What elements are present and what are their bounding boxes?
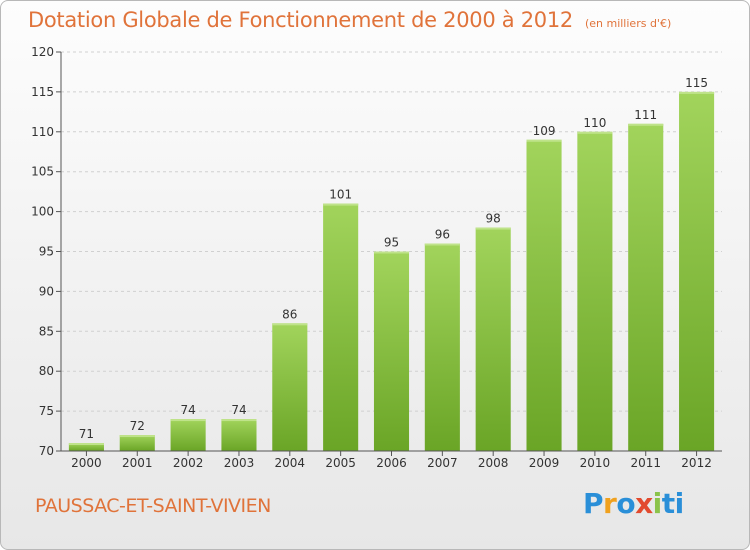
bar-2012 <box>679 91 715 452</box>
bar-2008 <box>475 227 511 451</box>
data-label: 101 <box>329 188 352 202</box>
bar-highlight <box>272 323 308 326</box>
chart-title: Dotation Globale de Fonctionnement de 20… <box>28 8 671 32</box>
bar-2000 <box>68 443 104 451</box>
data-label: 109 <box>533 124 556 138</box>
proxiti-logo: Proxiti <box>583 487 684 520</box>
bar-highlight <box>68 443 104 446</box>
x-tick-label: 2010 <box>580 456 611 470</box>
x-tick-label: 2006 <box>376 456 407 470</box>
logo-letter: i <box>674 487 685 520</box>
bar-highlight <box>221 419 257 422</box>
x-tick-label: 2002 <box>173 456 204 470</box>
y-tick-label: 95 <box>39 245 54 259</box>
bar-2006 <box>373 251 410 451</box>
bar-highlight <box>526 139 562 142</box>
bar-highlight <box>373 251 410 254</box>
data-label: 86 <box>282 307 297 321</box>
logo-letter: i <box>652 487 663 520</box>
bar-2001 <box>119 435 155 451</box>
data-label: 71 <box>79 427 94 441</box>
data-label: 115 <box>685 76 708 90</box>
bar-2010 <box>577 131 613 452</box>
data-label: 98 <box>486 212 501 226</box>
bar-2003 <box>221 419 257 451</box>
y-tick-label: 90 <box>39 284 54 298</box>
y-tick-label: 105 <box>31 165 54 179</box>
y-tick-label: 120 <box>31 45 54 59</box>
data-label: 96 <box>435 228 450 242</box>
chart-title-text: Dotation Globale de Fonctionnement de 20… <box>28 8 573 32</box>
commune-name: PAUSSAC-ET-SAINT-VIVIEN <box>35 495 271 517</box>
bar-highlight <box>577 131 613 134</box>
bar-highlight <box>119 435 155 438</box>
logo-letter: t <box>661 487 675 520</box>
data-label: 111 <box>634 108 657 122</box>
x-tick-label: 2003 <box>224 456 255 470</box>
x-tick-label: 2005 <box>325 456 356 470</box>
data-label: 74 <box>231 403 246 417</box>
logo-letter: P <box>583 487 604 520</box>
y-tick-label: 115 <box>31 85 54 99</box>
y-tick-label: 110 <box>31 125 54 139</box>
bar-2009 <box>526 139 562 451</box>
y-tick-label: 75 <box>39 404 54 418</box>
data-label: 72 <box>130 419 145 433</box>
y-tick-label: 70 <box>39 444 54 458</box>
x-tick-label: 2012 <box>681 456 712 470</box>
axes: 70 75 80 85 90 95 100 105 110 115 120 2000 2001 2002 2… <box>31 45 722 470</box>
bar-highlight <box>170 419 206 422</box>
x-tick-label: 2001 <box>122 456 153 470</box>
x-tick-label: 2004 <box>275 456 306 470</box>
bar-2007 <box>424 243 460 451</box>
bar-2011 <box>628 123 664 451</box>
bar-highlight <box>424 243 460 246</box>
x-tick-label: 2000 <box>71 456 102 470</box>
chart-subtitle: (en milliers d'€) <box>584 17 672 30</box>
data-label: 110 <box>583 116 606 130</box>
logo-letter: r <box>603 487 617 520</box>
bar-highlight <box>628 123 664 126</box>
x-tick-label: 2011 <box>630 456 661 470</box>
bar-highlight <box>323 203 359 206</box>
x-tick-label: 2009 <box>529 456 560 470</box>
bars: 71 72 74 74 86 101 95 96 98 109 110 111 115 <box>68 76 715 452</box>
data-label: 74 <box>180 403 195 417</box>
bar-2005 <box>323 203 359 451</box>
data-label: 95 <box>384 236 399 250</box>
bar-highlight <box>679 91 715 94</box>
bar-2004 <box>272 323 308 451</box>
x-tick-label: 2007 <box>427 456 458 470</box>
y-tick-label: 80 <box>39 364 54 378</box>
y-tick-label: 100 <box>31 205 54 219</box>
logo-letter: x <box>635 487 653 520</box>
logo-letter: o <box>616 487 636 520</box>
bar-2002 <box>170 419 206 451</box>
y-tick-label: 85 <box>39 324 54 338</box>
bar-highlight <box>475 227 511 230</box>
x-tick-label: 2008 <box>478 456 509 470</box>
